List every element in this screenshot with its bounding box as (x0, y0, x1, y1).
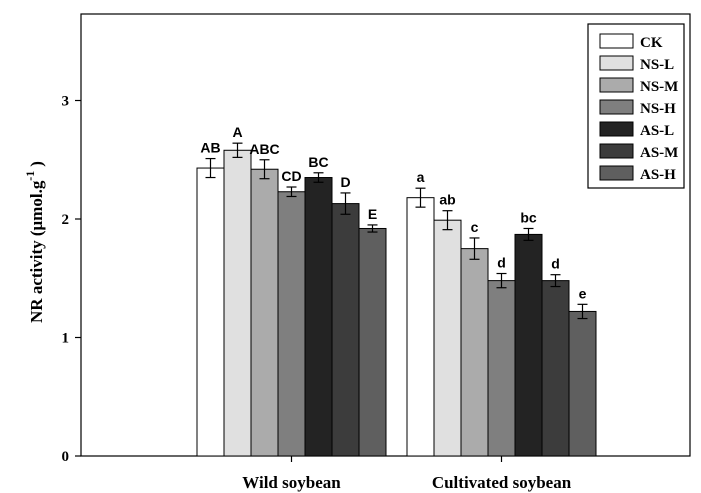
y-tick-label-3: 3 (62, 94, 70, 110)
bar-1-0 (406, 197, 435, 457)
significance-label-1-1: ab (439, 192, 455, 208)
significance-label-0-1: A (232, 124, 242, 140)
y-tick-label-2: 2 (62, 212, 70, 228)
bar-1-5 (541, 280, 570, 457)
significance-label-0-0: AB (200, 140, 220, 156)
significance-label-0-3: CD (281, 168, 301, 184)
legend-swatch-4 (599, 121, 634, 137)
legend-label-1: NS-L (640, 57, 674, 73)
significance-label-1-0: a (417, 169, 425, 185)
bar-1-6 (568, 310, 597, 457)
significance-label-1-6: e (579, 285, 587, 301)
legend-swatch-2 (599, 77, 634, 93)
legend-swatch-3 (599, 99, 634, 115)
bar-0-1 (223, 149, 252, 457)
y-tick-label-1: 1 (62, 331, 70, 347)
y-axis-title-close: ) (27, 161, 46, 167)
bar-1-1 (433, 219, 462, 457)
bar-0-0 (196, 167, 225, 457)
significance-label-0-2: ABC (249, 141, 279, 157)
y-tick-label-0: 0 (62, 449, 70, 465)
bar-1-3 (487, 280, 516, 457)
x-tick-label-0: Wild soybean (242, 473, 341, 492)
significance-label-1-2: c (471, 219, 479, 235)
bar-0-5 (331, 203, 360, 457)
legend-label-2: NS-M (640, 79, 678, 95)
legend: CK NS-L NS-M NS-H AS-L AS-M AS-H (587, 23, 685, 189)
significance-label-1-5: d (551, 256, 560, 272)
legend-swatch-1 (599, 55, 634, 71)
bar-1-4 (514, 233, 543, 457)
y-axis-title: NR activity (μmol.g-1) (23, 161, 46, 323)
y-axis-title-main: NR activity (μmol.g (27, 180, 46, 323)
legend-swatch-0 (599, 33, 634, 49)
bar-0-4 (304, 177, 333, 457)
legend-label-6: AS-H (640, 167, 676, 183)
significance-label-0-5: D (340, 174, 350, 190)
bar-0-6 (358, 227, 387, 457)
significance-label-1-3: d (497, 255, 506, 271)
legend-label-3: NS-H (640, 101, 676, 117)
significance-label-0-4: BC (308, 154, 328, 170)
bar-0-2 (250, 168, 279, 457)
significance-label-1-4: bc (520, 209, 537, 225)
significance-label-0-6: E (368, 206, 377, 222)
x-tick-label-1: Cultivated soybean (432, 473, 572, 492)
legend-label-5: AS-M (640, 145, 678, 161)
y-axis-title-superscript: -1 (23, 171, 37, 181)
bar-1-2 (460, 248, 489, 457)
legend-label-4: AS-L (640, 123, 674, 139)
legend-swatch-5 (599, 143, 634, 159)
bar-0-3 (277, 191, 306, 457)
legend-label-0: CK (640, 35, 663, 51)
legend-swatch-6 (599, 165, 634, 181)
